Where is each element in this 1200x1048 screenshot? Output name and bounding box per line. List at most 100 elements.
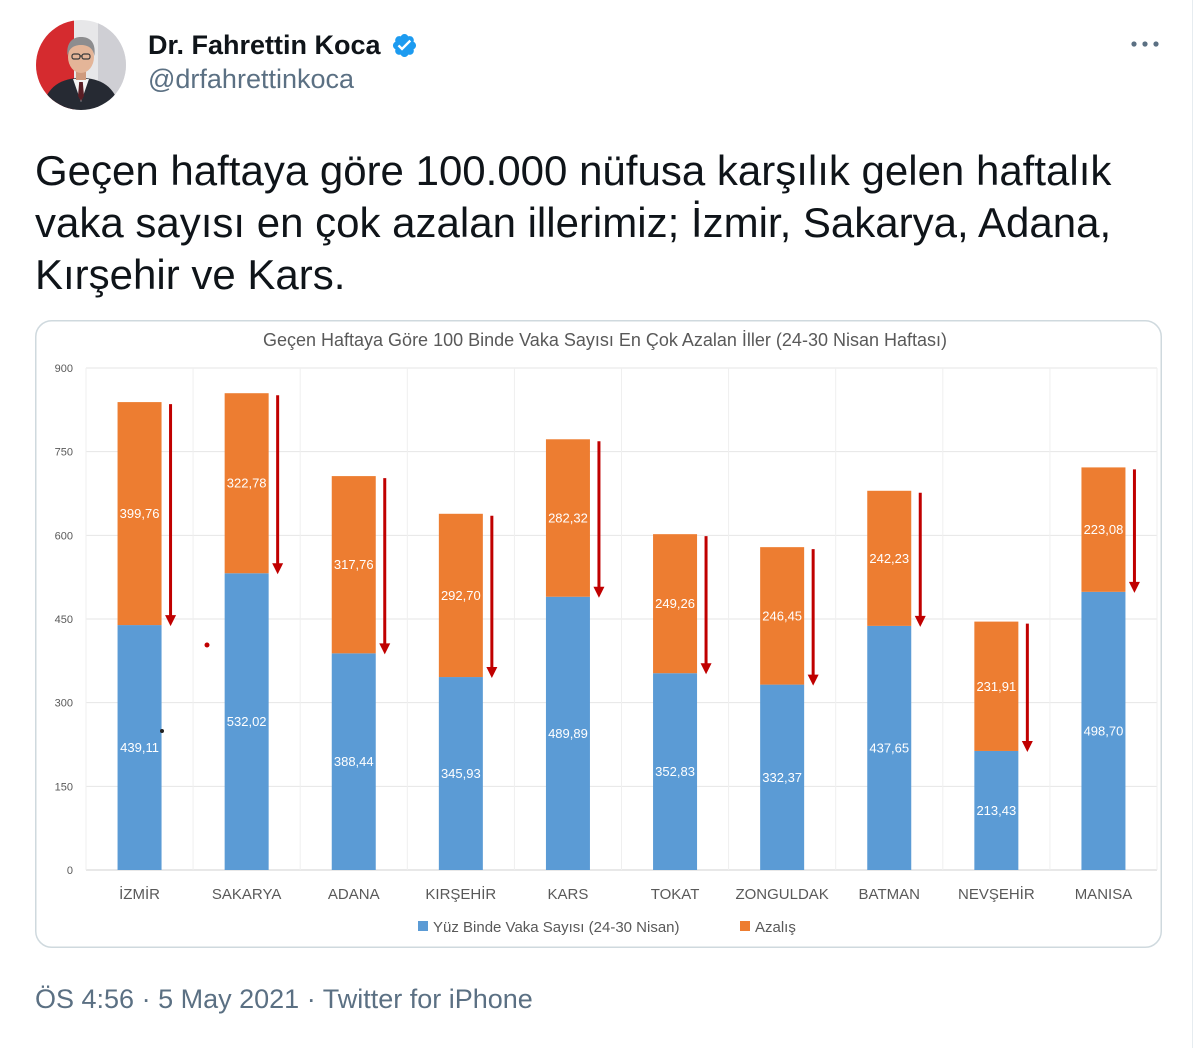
decrease-arrow-head — [165, 615, 177, 627]
tweet-text: Geçen haftaya göre 100.000 nüfusa karşıl… — [35, 147, 1112, 298]
bar-data-labels: 439,11 399,76 532,02 322,78 388,44 317,76 345,… — [120, 476, 1124, 818]
bar-decrease — [1081, 467, 1126, 592]
bar-decrease — [117, 402, 162, 626]
chart-bars — [117, 393, 1126, 870]
bar-cases — [331, 653, 376, 870]
legend-swatch-decrease — [740, 921, 750, 931]
data-label-decrease: 242,23 — [869, 551, 909, 566]
decrease-arrow-head — [1021, 740, 1033, 752]
decrease-arrow-head — [700, 663, 712, 675]
bar-cases — [1081, 591, 1126, 870]
bar-cases — [974, 750, 1019, 870]
tweet-time[interactable]: ÖS 4:56 — [35, 984, 135, 1014]
verified-badge-icon — [392, 33, 416, 57]
avatar[interactable] — [36, 20, 126, 110]
decrease-arrows — [165, 395, 1140, 752]
avatar-face — [68, 41, 94, 73]
decrease-arrow-head — [272, 563, 284, 575]
y-tick-label: 300 — [55, 698, 73, 710]
x-axis-label: BATMAN — [859, 886, 920, 903]
legend-swatch-cases — [418, 921, 428, 931]
avatar-glasses — [71, 53, 91, 60]
y-tick-label: 150 — [55, 781, 73, 793]
decrease-arrow-head — [807, 674, 819, 686]
author-name[interactable]: Dr. Fahrettin Koca — [148, 30, 381, 60]
decrease-arrow-head — [593, 586, 605, 598]
data-label-cases: 213,43 — [976, 803, 1016, 818]
x-axis-label: NEVŞEHİR — [958, 885, 1035, 903]
tweet-footer: ÖS 4:56 · 5 May 2021 · Twitter for iPhon… — [35, 983, 533, 1015]
bar-decrease — [760, 547, 805, 685]
bar-decrease — [974, 621, 1019, 751]
legend-label-cases: Yüz Binde Vaka Sayısı (24-30 Nisan) — [433, 919, 680, 936]
data-label-cases: 437,65 — [869, 740, 909, 755]
bar-decrease — [653, 534, 698, 674]
decrease-arrow-head — [486, 667, 498, 679]
bar-cases — [224, 573, 269, 870]
x-axis-label: TOKAT — [651, 886, 700, 903]
more-options-button[interactable] — [1128, 36, 1164, 52]
data-label-decrease: 317,76 — [334, 557, 374, 572]
bar-decrease — [331, 476, 376, 654]
chart: Geçen Haftaya Göre 100 Binde Vaka Sayısı… — [35, 320, 1162, 948]
tweet-media-chart[interactable]: Geçen Haftaya Göre 100 Binde Vaka Sayısı… — [35, 320, 1162, 948]
stray-dot — [204, 642, 210, 648]
data-label-decrease: 246,45 — [762, 608, 802, 623]
more-dot — [1142, 41, 1148, 47]
y-tick-label: 900 — [55, 363, 73, 375]
data-label-cases: 532,02 — [227, 714, 267, 729]
decrease-arrow-head — [914, 615, 926, 627]
y-tick-label: 750 — [55, 447, 73, 459]
bar-cases — [653, 673, 698, 870]
data-label-decrease: 322,78 — [227, 476, 267, 491]
tweet-source[interactable]: Twitter for iPhone — [322, 984, 533, 1014]
decrease-arrow-head — [1128, 581, 1140, 593]
x-axis-labels: İZMİR SAKARYA ADANA KIRŞEHİR KARS TOKAT ZONGUL… — [119, 885, 1132, 903]
x-axis-label: SAKARYA — [212, 886, 281, 903]
bar-cases — [760, 684, 805, 870]
data-label-decrease: 231,91 — [976, 679, 1016, 694]
bar-cases — [117, 625, 162, 870]
bar-cases — [867, 625, 912, 870]
decrease-arrow-head — [379, 643, 391, 655]
y-tick-label: 450 — [55, 614, 73, 626]
data-label-cases: 345,93 — [441, 766, 481, 781]
author-handle[interactable]: @drfahrettinkoca — [148, 64, 355, 94]
x-axis-label: İZMİR — [119, 885, 160, 903]
verified-check-mark — [397, 39, 411, 51]
data-label-cases: 498,70 — [1084, 723, 1124, 738]
timeline-border — [1192, 0, 1193, 1048]
chart-title: Geçen Haftaya Göre 100 Binde Vaka Sayısı… — [263, 330, 947, 350]
data-label-cases: 332,37 — [762, 770, 802, 785]
author-name-row: Dr. Fahrettin Koca — [148, 29, 418, 61]
more-dot — [1131, 41, 1137, 47]
footer-separator: · — [141, 984, 151, 1014]
footer-separator: · — [306, 984, 316, 1014]
chart-legend: Yüz Binde Vaka Sayısı (24-30 Nisan) Azal… — [418, 919, 796, 936]
data-label-decrease: 282,32 — [548, 511, 588, 526]
y-tick-label: 0 — [67, 865, 73, 877]
y-axis-ticks: 0 150 300 450 600 750 900 — [55, 363, 73, 877]
avatar-neck — [76, 68, 86, 80]
data-label-cases: 352,83 — [655, 764, 695, 779]
bar-decrease — [867, 490, 912, 626]
data-label-cases: 388,44 — [334, 754, 374, 769]
bar-cases — [545, 596, 590, 870]
data-label-decrease: 399,76 — [120, 506, 160, 521]
x-axis-label: KIRŞEHİR — [425, 885, 496, 903]
x-axis-label: ADANA — [328, 886, 380, 903]
more-options-icon — [1131, 41, 1159, 47]
stray-dot — [160, 729, 164, 733]
legend-label-decrease: Azalış — [755, 919, 796, 936]
bar-decrease — [545, 439, 590, 597]
bar-cases — [438, 677, 483, 870]
data-label-cases: 439,11 — [120, 740, 159, 755]
bar-decrease — [438, 513, 483, 678]
avatar-hair — [67, 37, 95, 56]
x-axis-label: ZONGULDAK — [735, 886, 828, 903]
data-label-decrease: 249,26 — [655, 596, 695, 611]
more-dot — [1153, 41, 1159, 47]
avatar-tie — [78, 82, 84, 101]
data-label-cases: 489,89 — [548, 726, 588, 741]
tweet-date[interactable]: 5 May 2021 — [158, 984, 300, 1014]
